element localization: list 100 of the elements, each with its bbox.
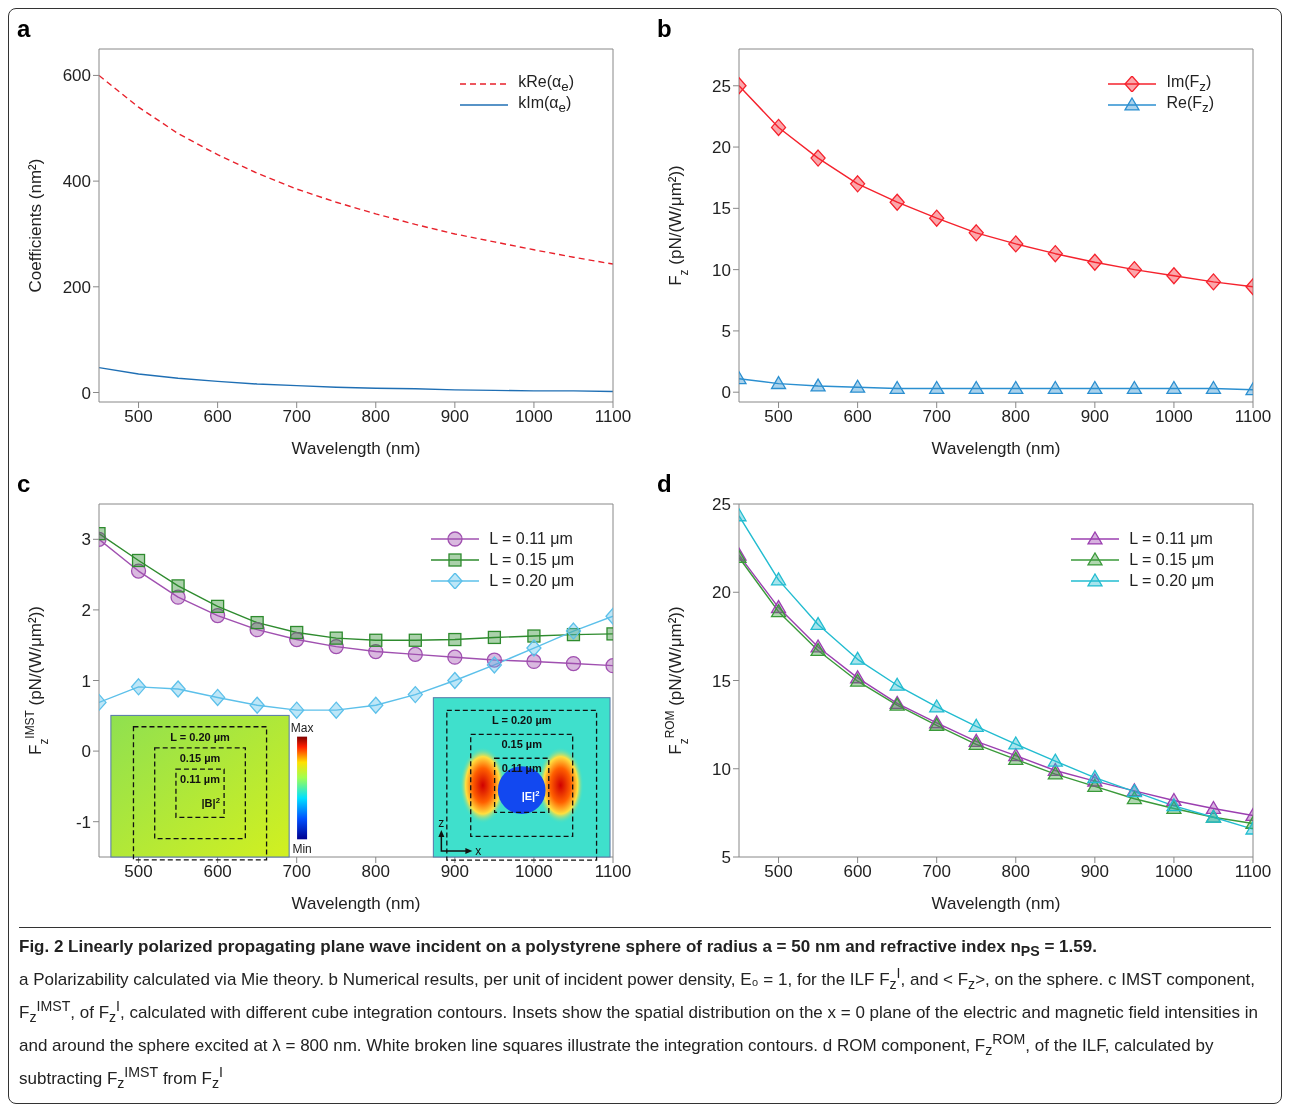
- point: [810, 642, 826, 657]
- point: [290, 625, 304, 640]
- point: [130, 678, 147, 696]
- y-tick-label: 1: [81, 671, 91, 691]
- y-tick-label: 200: [62, 277, 91, 297]
- x-axis-title: Wavelength (nm): [931, 894, 1061, 913]
- legend-label: L = 0.11 μm: [489, 529, 573, 548]
- x-tick-label: 900: [440, 407, 470, 427]
- x-tick-label: 600: [203, 862, 232, 882]
- point: [131, 553, 146, 568]
- annotation: L = 0.20 µm: [170, 730, 231, 743]
- x-tick-label: 900: [1080, 862, 1110, 882]
- point: [1126, 260, 1143, 279]
- point: [849, 651, 866, 665]
- x-tick-label: 1100: [1234, 407, 1272, 427]
- point: [889, 677, 905, 691]
- x-tick-label: 600: [843, 862, 872, 882]
- point: [250, 615, 264, 630]
- point: [1047, 753, 1063, 767]
- point: [447, 649, 463, 665]
- point: [929, 699, 945, 713]
- point: [368, 696, 384, 714]
- x-tick-label: 1000: [515, 862, 553, 882]
- x-tick-label: 700: [922, 862, 951, 882]
- point: [408, 633, 422, 647]
- point: [210, 599, 225, 614]
- point: [889, 193, 905, 211]
- point: [1166, 380, 1182, 395]
- point: [447, 671, 463, 690]
- line-series: [99, 366, 613, 393]
- x-tick-label: 800: [1001, 407, 1030, 427]
- y-tick-label: 5: [721, 848, 731, 868]
- point: [448, 632, 462, 647]
- point: [329, 631, 343, 645]
- annotation: 0.11 µm: [180, 773, 221, 786]
- point: [889, 380, 905, 395]
- point: [1008, 736, 1024, 750]
- point: [849, 379, 866, 393]
- x-tick-label: 1000: [1155, 407, 1193, 427]
- y-tick-label: 25: [712, 495, 731, 515]
- y-tick-label: 15: [712, 199, 731, 219]
- point: [810, 149, 826, 167]
- point: [968, 224, 984, 242]
- y-tick-label: 20: [712, 138, 731, 158]
- y-tick-label: 10: [712, 260, 731, 280]
- x-tick-label: 900: [1080, 407, 1110, 427]
- legend-label: L = 0.11 μm: [1129, 529, 1213, 548]
- point: [170, 680, 186, 698]
- y-tick-label: 5: [721, 321, 731, 341]
- color-scale: Max Min: [290, 720, 314, 857]
- annotation: 0.15 µm: [179, 751, 221, 764]
- point: [968, 718, 984, 732]
- y-tick-label: 15: [712, 671, 731, 691]
- y-tick-label: 2: [81, 600, 91, 620]
- y-tick-label: 10: [712, 759, 731, 779]
- point: [770, 118, 787, 137]
- x-axis-title: Wavelength (nm): [291, 894, 421, 913]
- point: [526, 653, 542, 670]
- x-tick-label: 500: [124, 862, 153, 882]
- x-tick-label: 600: [203, 407, 232, 427]
- point: [1166, 267, 1182, 285]
- point: [171, 579, 185, 593]
- x-tick-label: 600: [843, 407, 872, 427]
- annotation: Max: [290, 720, 314, 735]
- point: [1047, 380, 1063, 395]
- point: [1047, 766, 1063, 780]
- y-tick-label: 3: [81, 530, 91, 550]
- caption: Fig. 2 Linearly polarized propagating plane wave incident on a polystyrene sphere of radius a = 50 nm and refractive index n$_{PS}$ = 1.59.: [19, 936, 1098, 962]
- point: [929, 380, 945, 395]
- point: [1008, 235, 1024, 253]
- point: [486, 656, 503, 674]
- annotation: |B|$^{2}$: [201, 795, 220, 810]
- legend-label: L = 0.15 μm: [1129, 550, 1214, 569]
- annotation: x: [475, 844, 482, 858]
- legend-label: L = 0.20 μm: [1129, 571, 1214, 590]
- legend-label: Im(F$_{z}$): [1166, 72, 1212, 95]
- y-tick-label: 20: [712, 583, 731, 603]
- point: [407, 646, 423, 663]
- x-axis-title: Wavelength (nm): [291, 439, 421, 458]
- y-tick-label: 600: [62, 66, 91, 86]
- point: [565, 655, 582, 672]
- point: [770, 375, 787, 390]
- legend-label: L = 0.20 μm: [489, 571, 574, 590]
- x-tick-label: 800: [1001, 862, 1030, 882]
- point: [527, 629, 541, 643]
- point: [328, 701, 344, 719]
- x-tick-label: 500: [124, 407, 153, 427]
- point: [1205, 273, 1222, 291]
- point: [487, 630, 502, 645]
- point: [289, 701, 305, 719]
- point: [1126, 380, 1143, 395]
- x-tick-label: 1100: [594, 407, 632, 427]
- point: [810, 616, 826, 631]
- x-tick-label: 1000: [515, 407, 553, 427]
- annotation: |E|$^{2}$: [521, 788, 540, 802]
- x-tick-label: 700: [282, 862, 311, 882]
- x-tick-label: 700: [922, 407, 951, 427]
- y-tick-label: -1: [75, 812, 91, 832]
- point: [810, 378, 826, 392]
- x-tick-label: 1100: [1234, 862, 1272, 882]
